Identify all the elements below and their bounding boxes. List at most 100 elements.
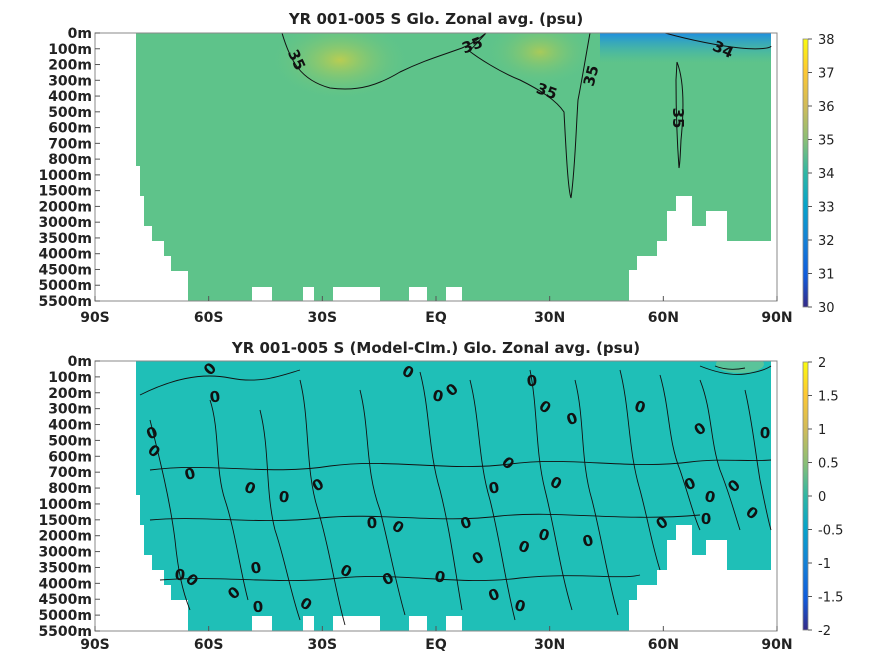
y-tick-label: 100m [48, 42, 92, 58]
contour-label: 0 [536, 525, 551, 545]
y-tick-label: 5000m [38, 278, 92, 294]
colorbar-tick-label: 38 [818, 33, 835, 48]
contour-label: 0 [433, 567, 447, 587]
y-tick-label: 400m [48, 89, 92, 105]
x-tick-label: 90N [761, 637, 792, 653]
y-tick-label: 3000m [38, 215, 92, 231]
colorbar-tick-label: -1 [818, 557, 831, 572]
contour-label: 0 [526, 372, 537, 391]
colorbar-tick-label: 32 [818, 234, 835, 249]
panel-salinity-difference: YR 001-005 S (Model-Clm.) Glo. Zonal avg… [38, 339, 843, 653]
y-tick-label: 4500m [38, 592, 92, 608]
colorbar-tick-label: 2 [818, 356, 826, 371]
y-tick-label: 1500m [38, 513, 92, 529]
contour-label: 0 [581, 531, 596, 551]
ocean-field [136, 33, 771, 301]
y-tick-label: 600m [48, 121, 92, 137]
high-salinity-north [485, 33, 595, 86]
x-tick-label: 60S [194, 637, 224, 653]
contour-label: 0 [513, 596, 528, 616]
y-tick-label: 0m [68, 26, 92, 42]
x-tick-label: EQ [425, 310, 447, 326]
colorbar-tick-label: 37 [818, 67, 835, 82]
contour-label: 0 [183, 464, 197, 484]
colorbar-tick-label: -0.5 [818, 524, 843, 539]
y-tick-label: 3500m [38, 231, 92, 247]
contour-label: 0 [366, 514, 378, 533]
y-tick-label: 300m [48, 402, 92, 418]
colorbar [802, 361, 809, 631]
x-tick-label: EQ [425, 637, 447, 653]
y-tick-label: 2000m [38, 529, 92, 545]
colorbar-tick-label: 1.5 [818, 390, 839, 405]
y-tick-label: 3000m [38, 545, 92, 561]
y-tick-label: 1000m [38, 497, 92, 513]
colorbar-tick-label: 0.5 [818, 457, 839, 472]
y-tick-label: 0m [68, 354, 92, 370]
y-tick-label: 700m [48, 136, 92, 152]
colorbar [802, 38, 809, 308]
contour-label: 0 [278, 487, 291, 506]
contour-label: 0 [249, 558, 262, 578]
colorbar-tick-label: 31 [818, 268, 835, 283]
y-tick-label: 400m [48, 418, 92, 434]
ocean-field [136, 361, 771, 631]
panel-salinity: YR 001-005 S Glo. Zonal avg. (psu) 35 35… [38, 10, 834, 326]
x-axis: 90S 60S 30S EQ 30N 60N 90N [80, 296, 793, 326]
x-tick-label: 60S [194, 310, 224, 326]
x-tick-label: 30S [308, 637, 338, 653]
y-tick-label: 200m [48, 386, 92, 402]
y-tick-label: 100m [48, 370, 92, 386]
contour-label: 0 [759, 424, 770, 442]
y-tick-label: 500m [48, 105, 92, 121]
panel-title: YR 001-005 S Glo. Zonal avg. (psu) [288, 10, 583, 28]
arctic-anomaly [716, 361, 764, 373]
y-axis: 0m100m200m300m400m500m600m700m800m1000m1… [38, 354, 100, 640]
colorbar-tick-label: 30 [818, 301, 835, 316]
x-tick-label: 90N [761, 310, 792, 326]
colorbar-tick-label: -2 [818, 624, 831, 639]
contour-label: 0 [174, 566, 186, 585]
colorbar-ticks: 2 1.5 1 0.5 0 -0.5 -1 -1.5 -2 [808, 356, 843, 639]
colorbar-tick-label: 0 [818, 490, 826, 505]
y-axis: 0m100m200m300m400m500m600m700m800m1000m1… [38, 26, 100, 310]
y-tick-label: 3500m [38, 560, 92, 576]
high-salinity-south [270, 33, 410, 100]
y-tick-label: 800m [48, 481, 92, 497]
y-tick-label: 2000m [38, 199, 92, 215]
x-tick-label: 30S [308, 310, 338, 326]
y-tick-label: 5500m [38, 294, 92, 310]
panel-title: YR 001-005 S (Model-Clm.) Glo. Zonal avg… [231, 339, 640, 357]
contour-label: 0 [209, 387, 222, 406]
x-tick-label: 90S [80, 637, 110, 653]
y-tick-label: 5500m [38, 624, 92, 640]
contour-label: 35 [669, 108, 687, 129]
contour-label: 35 [580, 63, 603, 88]
colorbar-tick-label: 34 [818, 167, 835, 182]
x-tick-label: 60N [648, 310, 679, 326]
contour-label: 0 [431, 386, 445, 406]
y-tick-label: 4500m [38, 262, 92, 278]
x-tick-label: 90S [80, 310, 110, 326]
contour-label: 0 [701, 510, 712, 528]
y-tick-label: 700m [48, 465, 92, 481]
y-tick-label: 500m [48, 433, 92, 449]
y-tick-label: 4000m [38, 576, 92, 592]
contour-label: 0 [252, 598, 264, 617]
colorbar-tick-label: 36 [818, 100, 835, 115]
y-tick-label: 600m [48, 449, 92, 465]
y-tick-label: 1500m [38, 184, 92, 200]
y-tick-label: 5000m [38, 608, 92, 624]
colorbar-tick-label: 35 [818, 134, 835, 149]
contours [281, 33, 772, 199]
y-tick-label: 800m [48, 152, 92, 168]
y-tick-label: 4000m [38, 247, 92, 263]
y-tick-label: 200m [48, 58, 92, 74]
contours [139, 365, 772, 626]
colorbar-ticks: 38 37 36 35 34 33 32 31 30 [808, 33, 835, 316]
y-tick-label: 1000m [38, 168, 92, 184]
y-tick-label: 300m [48, 73, 92, 89]
contour-label: 0 [487, 478, 500, 497]
contour-label: 0 [703, 487, 717, 507]
